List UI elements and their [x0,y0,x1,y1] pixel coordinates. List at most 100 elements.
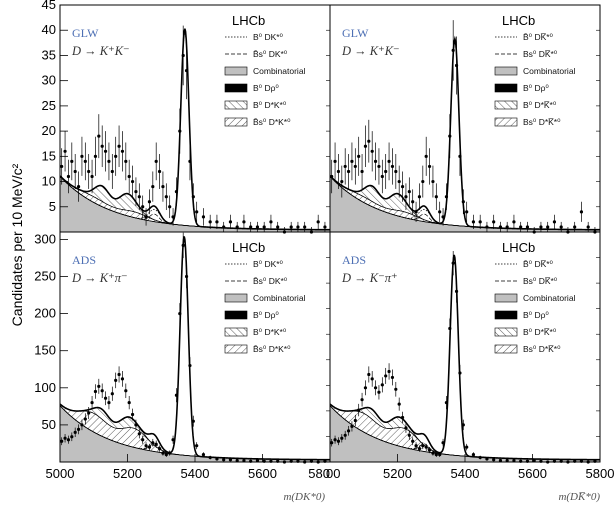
data-point [117,372,121,377]
legend-label: Bs⁰ DK̅*⁰ [523,276,558,286]
data-point [454,63,459,68]
decay-mode: D → K⁻π⁺ [341,271,398,285]
y-axis-label: Candidates per 10 MeV/c² [9,163,25,326]
data-point [471,220,476,224]
data-point [492,220,496,224]
data-point [390,164,395,169]
legend-label: Combinatorial [523,293,576,303]
legend-label: B⁰ Dρ⁰ [523,310,549,320]
legend-label: B̄s⁰ DK*⁰ [253,49,288,59]
data-point [424,154,428,158]
x-tick-label: 5000 [46,466,75,481]
data-point [380,174,384,179]
data-point [411,439,415,443]
data-point [235,458,239,463]
data-point [465,210,469,214]
data-point [438,210,442,214]
legend-swatch [224,344,248,354]
legend-swatch [224,100,248,110]
panel-top-right: LHCb GLW D → K⁺K⁻ B̄⁰ DK̅*⁰ Bs⁰ DK̅*⁰ Combina… [329,4,601,234]
data-point [171,438,175,442]
data-point [181,53,185,58]
data-point [181,243,185,247]
data-point [157,169,162,174]
legend-label: B⁰ DK*⁰ [253,32,284,42]
legend-label: B⁰ Dρ⁰ [253,310,279,320]
data-point [157,447,162,451]
data-point [448,326,452,331]
data-point [66,174,71,179]
data-point [171,215,175,219]
legend-swatch [494,117,518,127]
data-point [178,312,182,316]
y-tick-label: 100 [34,380,56,395]
data-point [262,225,266,229]
legend-swatch [494,327,518,337]
data-point [384,169,388,174]
x-tick-label: 5800 [586,466,615,481]
data-point [431,451,435,455]
data-point [346,429,351,433]
legend-label: B̄⁰ DK̅*⁰ [523,259,554,269]
data-point [586,225,590,229]
panel-bottom-right: 00 5200 5400 5600 5800 LHCb ADS D → K⁻π⁺ B̄⁰ DK̅… [326,231,615,481]
data-point [130,179,135,184]
data-point [242,220,246,224]
total-fit-curve [329,254,600,461]
data-point [485,457,489,461]
data-point [458,154,462,158]
data-point [151,441,155,445]
data-point [461,200,465,204]
data-point [387,159,391,163]
data-point [195,210,199,214]
data-point [174,190,179,194]
experiment-label: LHCb [232,13,265,28]
x-axis-title-right: m(DK̅*0) [558,491,600,503]
data-point [228,220,233,224]
data-point [191,195,195,199]
legend-label: Bs⁰ D*K̅*⁰ [523,344,561,354]
data-point [394,169,398,174]
data-point [336,439,341,443]
data-point [400,185,405,189]
data-point [400,415,405,420]
experiment-label: LHCb [232,240,265,255]
data-point [174,393,179,397]
y-tick-label: 200 [34,306,56,321]
legend-swatch [494,293,518,303]
y-tick-label: 250 [34,269,56,284]
legend-label: B⁰ Dρ⁰ [253,83,279,93]
data-point [330,441,334,445]
y-tick-label: 5 [49,199,56,214]
data-point [559,225,563,229]
data-point [505,458,509,463]
legend-label: B⁰ D*K*⁰ [253,327,287,337]
data-point [117,144,121,148]
data-point [83,417,87,421]
data-point [424,445,428,449]
data-point [120,377,125,381]
x-tick-label: 5600 [518,466,547,481]
data-point [485,225,489,229]
panel-bottom-left: 50 100 150 200 250 300 5000 5200 5400 5600 580 LHCb… [34,231,331,481]
data-point [168,205,172,209]
legend-label: B⁰ D*K̅*⁰ [523,100,557,110]
data-point [316,220,320,224]
b0-dstar-kstar-area [59,175,330,231]
data-point [512,220,516,224]
y-tick-label: 35 [42,47,56,62]
data-point [87,169,91,174]
data-point [161,451,165,455]
data-point [154,159,158,163]
b0-dstar-kstar-area [329,175,600,231]
data-point [384,374,388,378]
data-point [377,164,381,169]
data-point [323,225,327,229]
data-point [478,220,482,224]
data-point [120,149,125,153]
data-point [76,185,81,189]
data-point [512,458,516,463]
data-point [461,423,465,427]
experiment-label: LHCb [502,13,535,28]
data-point [360,398,364,402]
